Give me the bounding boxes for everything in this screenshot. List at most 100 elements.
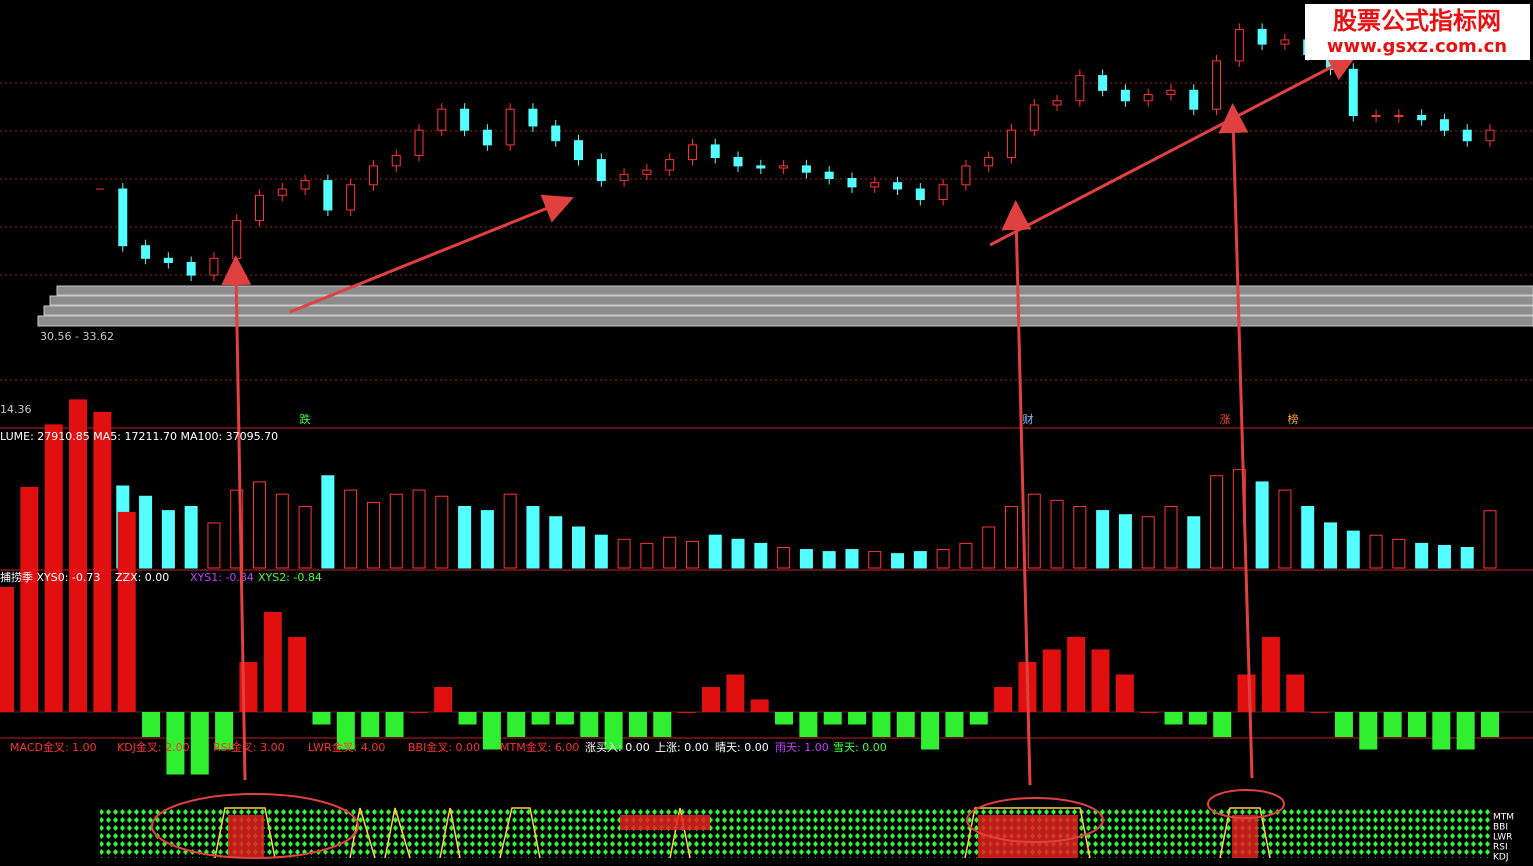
candle [391,154,401,167]
signal-row-label: RSI [1493,843,1508,853]
candle [414,129,424,156]
candle [1120,89,1130,102]
oscillator-bar [896,712,915,738]
volume-bar [1210,475,1224,569]
candle [938,184,948,201]
candle [300,180,310,190]
volume-bar [1050,499,1064,569]
highlight-ovals [151,789,1285,859]
oscillator-bar [288,636,307,712]
signal-row-label: KDJ [1493,853,1509,863]
signal-legend: KDJ金叉: 2.00 [117,740,190,754]
volume-bar [412,489,426,569]
oscillator-bar [1432,712,1451,750]
oscillator-bar [726,674,745,712]
oscillator-bar [921,712,940,750]
oscillator-bar [799,712,818,738]
signal-legend: LWR金叉: 4.00 [308,740,385,754]
oscillator-bar [1237,674,1256,712]
volume-bar [1164,506,1178,569]
candle [437,108,447,131]
oscillator-bar [701,686,720,712]
oscillator-bar [1334,712,1353,738]
volume-bar [253,481,267,569]
signal-legend: MACD金叉: 1.00 [10,740,97,754]
volume-bar [139,495,153,569]
volume-bar [207,522,221,569]
candle [346,184,356,211]
candle [619,173,629,182]
oscillator-bar [482,712,501,750]
volume-bar [526,506,540,569]
oscillator-bar [190,712,209,775]
candle [1075,75,1085,102]
candle [1006,129,1016,158]
volume-bar [1483,510,1497,569]
candle [505,108,515,146]
volume-bar [275,493,289,569]
volume-bar [1118,514,1132,569]
oscillator-bar [336,712,355,750]
candle [893,182,903,190]
candle [1166,89,1176,96]
candle [1348,68,1358,117]
volume-bar [572,526,586,569]
range-label: 30.56 - 33.62 [40,330,114,343]
candle [118,188,128,247]
volume-bar [617,538,631,569]
price-distribution [37,285,1533,327]
oscillator-bar [1042,649,1061,712]
candle [368,165,378,186]
candle [596,159,606,182]
oscillator-bar [994,686,1013,712]
candle [1417,115,1427,121]
candle [1371,115,1381,117]
oscillator-bar [1407,712,1426,738]
candle [277,188,287,196]
volume-bar [458,506,472,569]
volume-bar [891,553,905,569]
signal-row-label: MTM [1493,813,1514,823]
price-grid [0,82,1533,381]
oscillator-bar [555,712,574,725]
signal-legend: 涨买入: 0.00 [585,741,650,754]
candle [528,108,538,127]
volume-bar [184,506,198,569]
candle [255,194,265,222]
volume-bar [161,510,175,569]
annotation-arrows [221,53,1359,786]
signal-legend: 雪天: 0.00 [833,741,887,754]
volume-bar [435,495,449,569]
signal-row-label: BBI [1493,823,1508,833]
signal-legend: 雨天: 1.00 [775,741,829,754]
oscillator-bar [507,712,526,738]
oscillator-bar [434,686,453,712]
oscillator-bar [945,712,964,738]
oscillator-bar [409,712,428,713]
candle [1257,28,1267,45]
signal-shapes [214,807,1271,859]
oscillator-bar [1383,712,1402,738]
oscillator-bar [1359,712,1378,750]
oscillator-bar [969,712,988,725]
candle [961,165,971,186]
oscillator-bar [142,712,161,738]
signal-legend: BBI金叉: 0.00 [408,740,480,754]
candle [574,140,584,161]
candle [733,157,743,167]
candle [460,108,470,131]
signal-marker: 跌 [300,412,311,426]
volume-bar [754,542,768,569]
oscillator-bar [1456,712,1475,750]
candle [1143,94,1153,102]
oscillator-bar [1164,712,1183,725]
volume-bar [731,538,745,569]
volume-bar [1255,481,1269,569]
candle [1052,100,1062,106]
volume-bar [959,542,973,569]
volume-bar [366,501,380,569]
signal-dots [100,808,1490,858]
signal-bars [228,815,1258,858]
oscillator-bar [604,712,623,750]
